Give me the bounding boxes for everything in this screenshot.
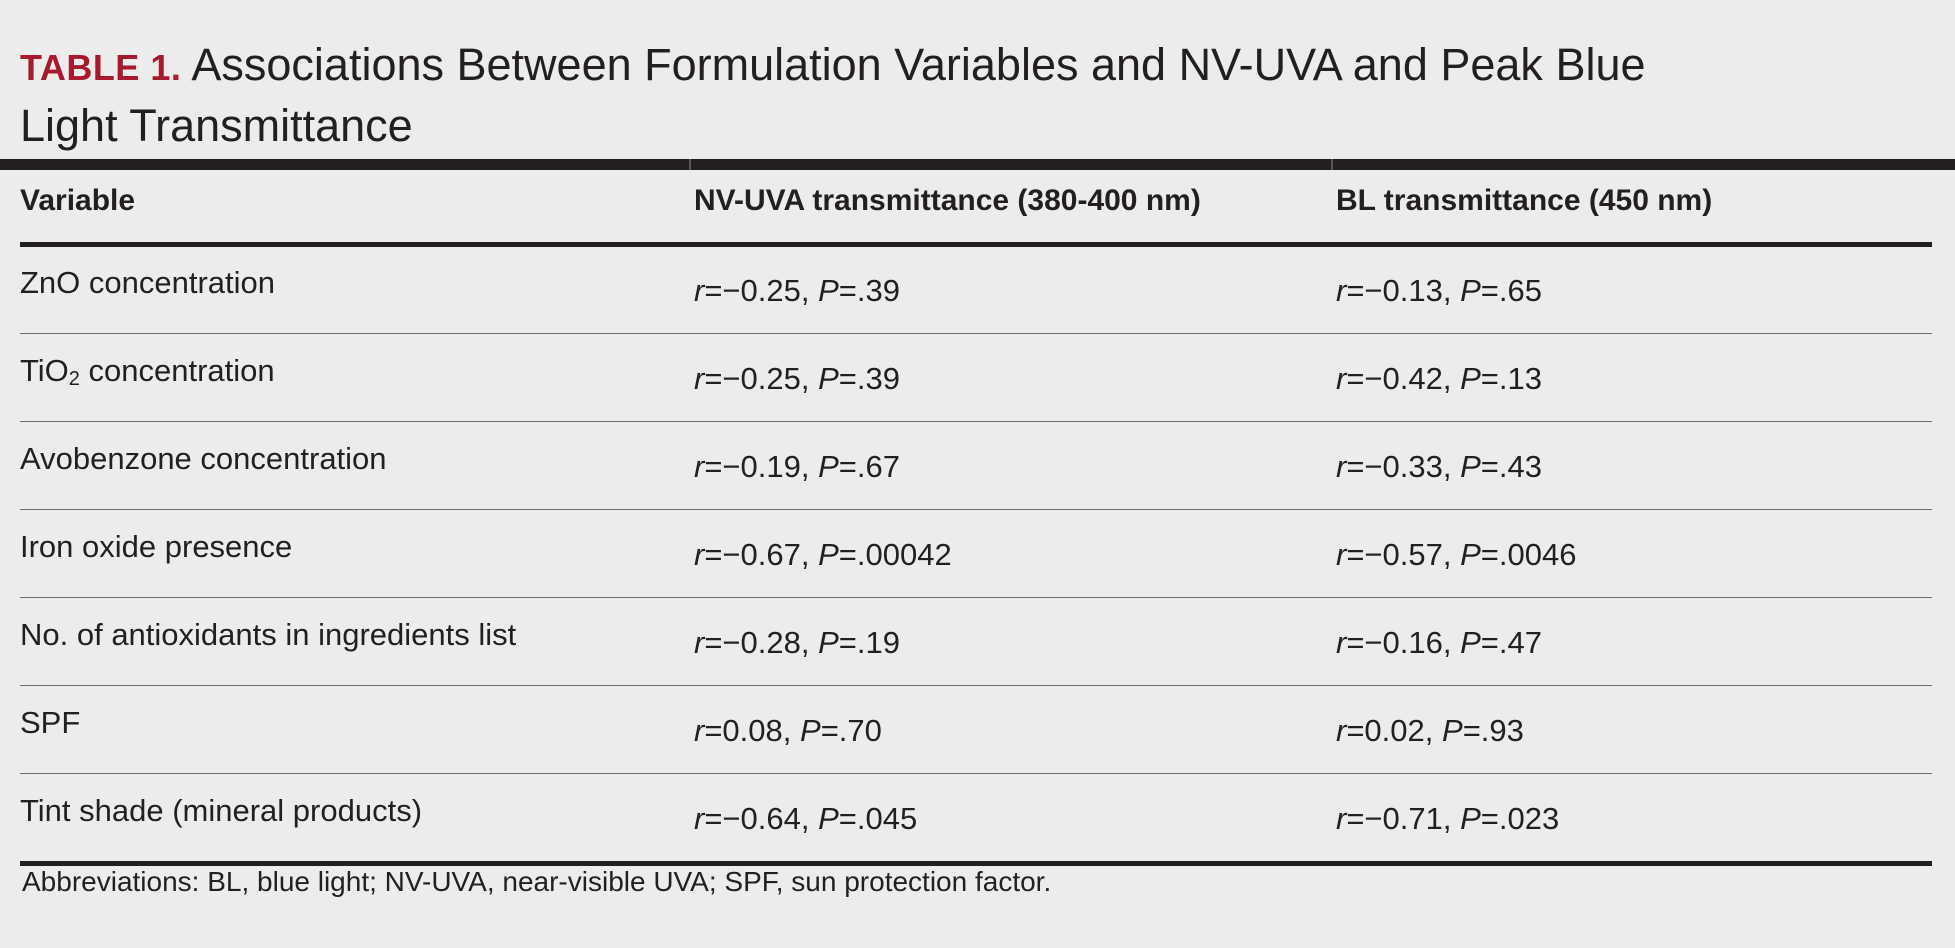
- header-nvuva: NV-UVA transmittance (380-400 nm): [694, 184, 1201, 217]
- variable-cell: SPF: [20, 705, 81, 740]
- nvuva-cell: r=0.08, P=.70: [694, 713, 882, 748]
- bl-cell: r=−0.71, P=.023: [1336, 801, 1560, 836]
- row-rule: [20, 333, 1932, 334]
- table-row: ZnO concentration r=−0.25, P=.39 r=−0.13…: [20, 247, 1932, 334]
- bl-cell: r=0.02, P=.93: [1336, 713, 1524, 748]
- table-row: Avobenzone concentration r=−0.19, P=.67 …: [20, 423, 1932, 510]
- nvuva-cell: r=−0.67, P=.00042: [694, 537, 952, 572]
- table-row: SPF r=0.08, P=.70 r=0.02, P=.93: [20, 687, 1932, 774]
- top-rule: [0, 159, 1955, 170]
- table-title: TABLE 1. Associations Between Formulatio…: [20, 36, 1660, 155]
- nvuva-cell: r=−0.28, P=.19: [694, 625, 900, 660]
- variable-cell: Iron oxide presence: [20, 529, 293, 564]
- nvuva-cell: r=−0.25, P=.39: [694, 361, 900, 396]
- row-rule: [20, 773, 1932, 774]
- nvuva-cell: r=−0.19, P=.67: [694, 449, 900, 484]
- bottom-rule: [20, 861, 1932, 866]
- table-row: No. of antioxidants in ingredients list …: [20, 599, 1932, 686]
- row-rule: [20, 597, 1932, 598]
- table-label: TABLE 1.: [20, 47, 182, 88]
- bl-cell: r=−0.33, P=.43: [1336, 449, 1542, 484]
- table-row: Iron oxide presence r=−0.67, P=.00042 r=…: [20, 511, 1932, 598]
- nvuva-cell: r=−0.25, P=.39: [694, 273, 900, 308]
- row-rule: [20, 685, 1932, 686]
- variable-cell: Tint shade (mineral products): [20, 793, 423, 828]
- variable-cell: ZnO concentration: [20, 265, 276, 300]
- variable-cell: Avobenzone concentration: [20, 441, 387, 476]
- table-header: Variable NV-UVA transmittance (380-400 n…: [0, 170, 1955, 242]
- bl-cell: r=−0.13, P=.65: [1336, 273, 1542, 308]
- header-variable: Variable: [20, 184, 136, 217]
- header-rule: [20, 242, 1932, 247]
- row-rule: [20, 509, 1932, 510]
- bl-cell: r=−0.57, P=.0046: [1336, 537, 1577, 572]
- nvuva-cell: r=−0.64, P=.045: [694, 801, 918, 836]
- variable-cell: No. of antioxidants in ingredients list: [20, 617, 517, 652]
- table-title-text: Associations Between Formulation Variabl…: [20, 39, 1646, 151]
- column-divider: [1331, 159, 1333, 170]
- row-rule: [20, 421, 1932, 422]
- table-row: Tint shade (mineral products) r=−0.64, P…: [20, 775, 1932, 866]
- table-footnote: Abbreviations: BL, blue light; NV-UVA, n…: [22, 866, 1052, 897]
- bl-cell: r=−0.16, P=.47: [1336, 625, 1542, 660]
- column-divider: [689, 159, 691, 170]
- header-bl: BL transmittance (450 nm): [1336, 184, 1713, 217]
- table-row: TiO2 concentration r=−0.25, P=.39 r=−0.4…: [20, 335, 1932, 422]
- variable-cell: TiO2 concentration: [20, 353, 275, 390]
- bl-cell: r=−0.42, P=.13: [1336, 361, 1542, 396]
